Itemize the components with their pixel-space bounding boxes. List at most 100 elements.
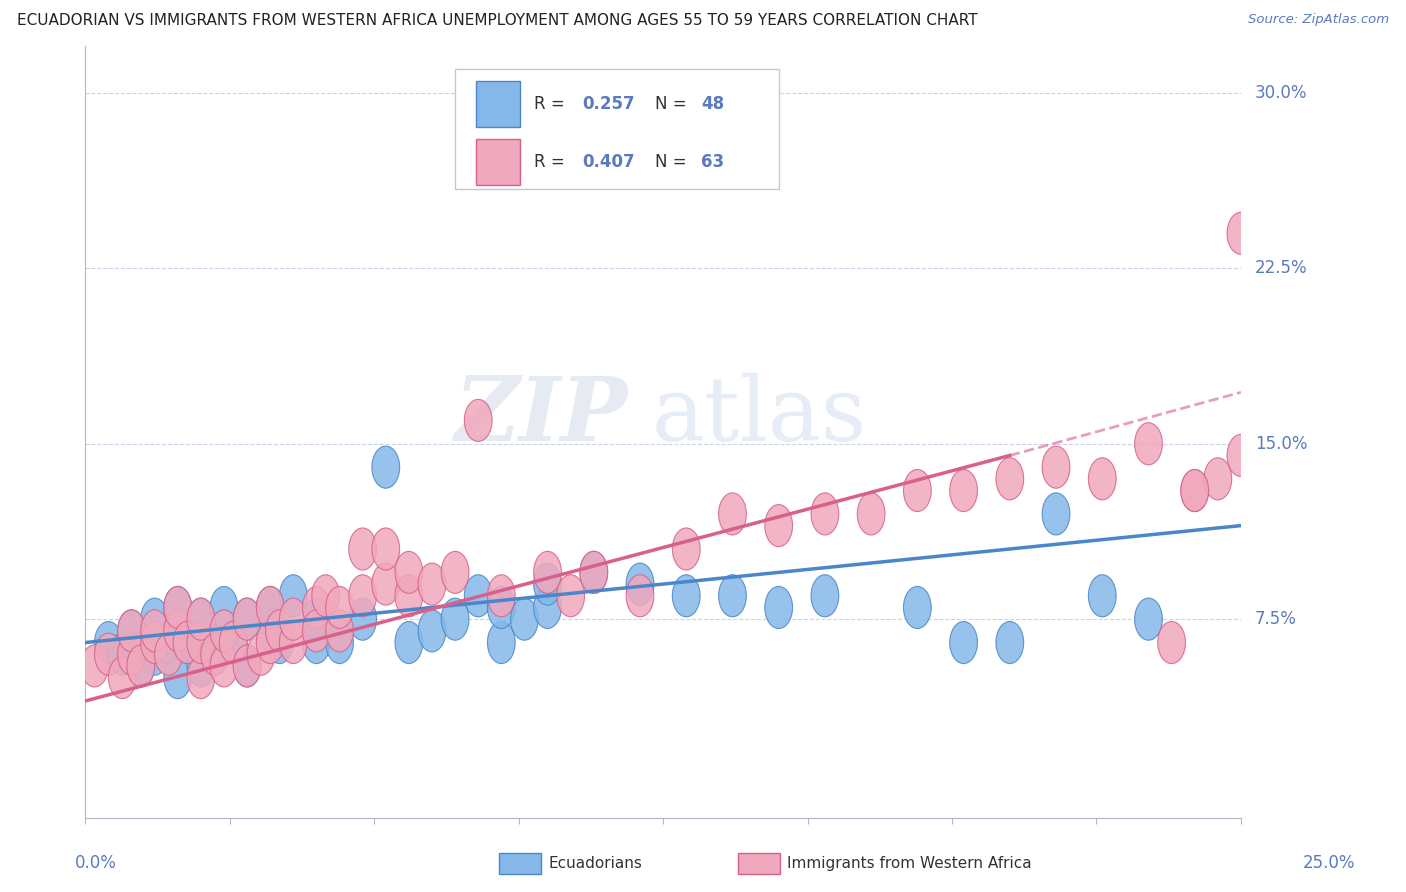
Ellipse shape — [256, 586, 284, 629]
Ellipse shape — [373, 528, 399, 570]
Ellipse shape — [108, 633, 136, 675]
Ellipse shape — [118, 610, 145, 652]
Ellipse shape — [441, 551, 470, 593]
Ellipse shape — [1088, 574, 1116, 616]
Ellipse shape — [165, 586, 191, 629]
Ellipse shape — [256, 610, 284, 652]
FancyBboxPatch shape — [475, 81, 520, 128]
Ellipse shape — [579, 551, 607, 593]
Ellipse shape — [1135, 423, 1163, 465]
Ellipse shape — [1181, 469, 1209, 512]
Text: N =: N = — [655, 95, 692, 113]
Ellipse shape — [349, 599, 377, 640]
Ellipse shape — [765, 505, 793, 547]
Ellipse shape — [488, 622, 515, 664]
Ellipse shape — [233, 599, 262, 640]
Ellipse shape — [187, 657, 215, 698]
Ellipse shape — [1157, 622, 1185, 664]
Ellipse shape — [1042, 493, 1070, 535]
Ellipse shape — [534, 551, 561, 593]
Ellipse shape — [233, 645, 262, 687]
Ellipse shape — [1227, 434, 1254, 476]
Ellipse shape — [94, 622, 122, 664]
Ellipse shape — [187, 599, 215, 640]
Text: 63: 63 — [702, 153, 724, 171]
Ellipse shape — [349, 574, 377, 616]
Ellipse shape — [127, 645, 155, 687]
Ellipse shape — [441, 599, 470, 640]
Ellipse shape — [173, 622, 201, 664]
Ellipse shape — [718, 574, 747, 616]
Ellipse shape — [395, 551, 423, 593]
Ellipse shape — [326, 586, 353, 629]
Ellipse shape — [80, 645, 108, 687]
Ellipse shape — [141, 633, 169, 675]
Ellipse shape — [395, 622, 423, 664]
Ellipse shape — [418, 563, 446, 605]
Ellipse shape — [247, 633, 274, 675]
Text: R =: R = — [534, 153, 569, 171]
Ellipse shape — [302, 622, 330, 664]
Text: 7.5%: 7.5% — [1254, 610, 1296, 628]
Ellipse shape — [173, 622, 201, 664]
Text: 25.0%: 25.0% — [1302, 855, 1355, 872]
Ellipse shape — [141, 599, 169, 640]
Ellipse shape — [1042, 446, 1070, 488]
Ellipse shape — [904, 586, 931, 629]
Ellipse shape — [165, 586, 191, 629]
Text: 15.0%: 15.0% — [1254, 434, 1308, 453]
Ellipse shape — [326, 610, 353, 652]
Ellipse shape — [1181, 469, 1209, 512]
Ellipse shape — [233, 645, 262, 687]
Ellipse shape — [765, 586, 793, 629]
Ellipse shape — [995, 458, 1024, 500]
Ellipse shape — [949, 622, 977, 664]
Ellipse shape — [464, 574, 492, 616]
Text: ZIP: ZIP — [456, 374, 628, 460]
Ellipse shape — [949, 469, 977, 512]
Ellipse shape — [995, 622, 1024, 664]
Ellipse shape — [395, 574, 423, 616]
Ellipse shape — [373, 446, 399, 488]
Ellipse shape — [302, 610, 330, 652]
Ellipse shape — [488, 586, 515, 629]
Ellipse shape — [233, 599, 262, 640]
Text: atlas: atlas — [651, 373, 868, 460]
Ellipse shape — [626, 574, 654, 616]
Ellipse shape — [626, 563, 654, 605]
Text: Source: ZipAtlas.com: Source: ZipAtlas.com — [1249, 13, 1389, 27]
Ellipse shape — [108, 657, 136, 698]
Text: 22.5%: 22.5% — [1254, 260, 1308, 277]
FancyBboxPatch shape — [475, 139, 520, 186]
Ellipse shape — [187, 645, 215, 687]
Ellipse shape — [1088, 458, 1116, 500]
Ellipse shape — [94, 633, 122, 675]
Text: Immigrants from Western Africa: Immigrants from Western Africa — [787, 856, 1032, 871]
Ellipse shape — [118, 610, 145, 652]
Ellipse shape — [488, 574, 515, 616]
Ellipse shape — [155, 622, 183, 664]
Ellipse shape — [1204, 458, 1232, 500]
Ellipse shape — [811, 574, 839, 616]
Ellipse shape — [373, 563, 399, 605]
Ellipse shape — [155, 633, 183, 675]
Ellipse shape — [141, 610, 169, 652]
Ellipse shape — [256, 622, 284, 664]
Ellipse shape — [904, 469, 931, 512]
Ellipse shape — [118, 633, 145, 675]
Ellipse shape — [219, 622, 247, 664]
Text: 0.407: 0.407 — [582, 153, 636, 171]
Ellipse shape — [266, 610, 294, 652]
Ellipse shape — [187, 599, 215, 640]
Ellipse shape — [219, 622, 247, 664]
Ellipse shape — [534, 586, 561, 629]
Ellipse shape — [187, 622, 215, 664]
Ellipse shape — [141, 622, 169, 664]
Ellipse shape — [858, 493, 884, 535]
Ellipse shape — [165, 610, 191, 652]
Ellipse shape — [266, 622, 294, 664]
Ellipse shape — [280, 574, 307, 616]
Ellipse shape — [672, 574, 700, 616]
Ellipse shape — [302, 599, 330, 640]
Text: N =: N = — [655, 153, 692, 171]
